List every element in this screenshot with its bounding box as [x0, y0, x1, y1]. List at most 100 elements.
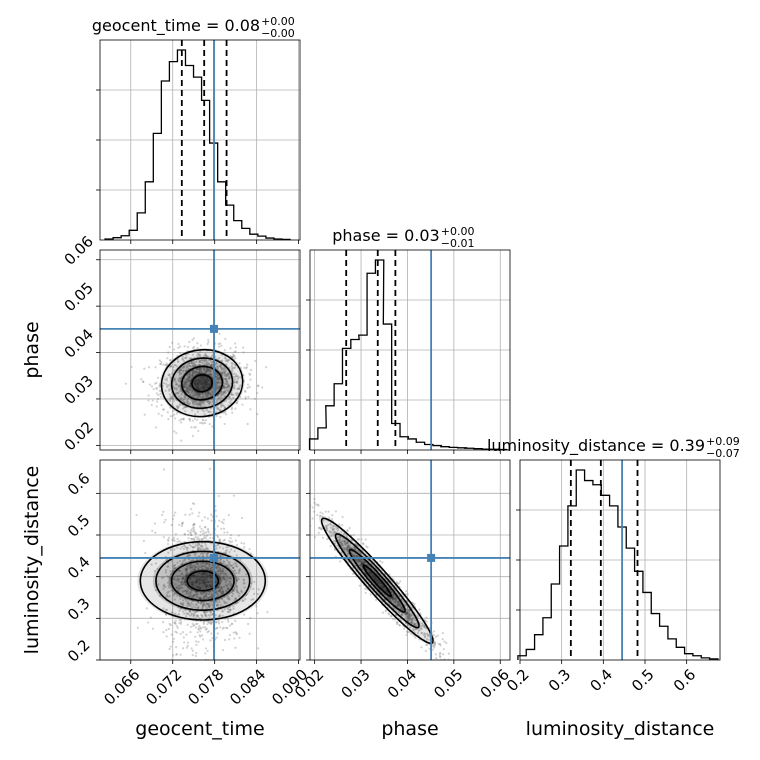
- sample-point: [185, 565, 188, 568]
- sample-point: [182, 559, 185, 562]
- sample-point: [194, 399, 197, 403]
- sample-point: [382, 586, 385, 589]
- panel-content: [124, 327, 268, 450]
- sample-point: [410, 620, 413, 623]
- sample-point: [175, 391, 178, 395]
- sample-point: [173, 567, 176, 570]
- sample-point: [200, 372, 203, 375]
- sample-point: [194, 654, 197, 658]
- sample-point: [224, 390, 227, 393]
- sample-point: [394, 613, 398, 617]
- sample-point: [188, 393, 192, 397]
- sample-point: [199, 375, 202, 378]
- sample-point: [217, 406, 220, 410]
- sample-point: [202, 375, 205, 378]
- sample-point: [192, 400, 195, 404]
- sample-point: [236, 387, 239, 390]
- sample-point: [196, 615, 199, 618]
- sample-point: [218, 519, 221, 522]
- sample-point: [203, 369, 206, 372]
- sample-point: [362, 561, 365, 564]
- sample-point: [197, 381, 200, 384]
- sample-point: [346, 553, 349, 556]
- sample-point: [397, 600, 400, 603]
- sample-point: [167, 575, 170, 579]
- sample-point: [196, 579, 199, 582]
- sample-point: [190, 545, 193, 548]
- sample-point: [190, 589, 193, 592]
- sample-point: [187, 403, 190, 406]
- sample-point: [234, 576, 237, 579]
- sample-point: [181, 578, 184, 581]
- sample-point: [407, 613, 410, 616]
- sample-point: [396, 597, 399, 601]
- sample-point: [216, 374, 219, 377]
- sample-point: [340, 530, 343, 533]
- sample-point: [183, 597, 187, 600]
- sample-point: [181, 398, 184, 401]
- sample-point: [313, 497, 316, 501]
- sample-point: [178, 587, 181, 590]
- sample-point: [187, 600, 190, 603]
- sample-point: [346, 541, 349, 545]
- sample-point: [178, 587, 181, 590]
- sample-point: [195, 643, 198, 646]
- sample-point: [207, 393, 210, 396]
- sample-point: [173, 364, 176, 367]
- sample-point: [405, 611, 408, 614]
- sample-point: [202, 359, 206, 363]
- sample-point: [177, 589, 180, 592]
- sample-point: [224, 382, 227, 386]
- sample-point: [341, 540, 345, 543]
- sample-point: [368, 571, 371, 575]
- sample-point: [203, 571, 206, 575]
- sample-point: [338, 539, 342, 542]
- sample-point: [188, 419, 192, 422]
- title-plus-geocent_time: +0.00: [261, 15, 295, 28]
- sample-point: [194, 377, 198, 381]
- sample-point: [164, 571, 168, 574]
- sample-point: [186, 387, 190, 390]
- sample-point: [324, 525, 328, 528]
- sample-point: [441, 632, 444, 635]
- sample-point: [187, 383, 191, 387]
- sample-point: [221, 576, 224, 579]
- sample-point: [195, 622, 198, 626]
- sample-point: [406, 616, 410, 619]
- sample-point: [178, 379, 181, 383]
- sample-point: [232, 566, 235, 570]
- sample-point: [180, 372, 183, 375]
- sample-point: [346, 549, 349, 552]
- sample-point: [197, 640, 200, 644]
- sample-point: [171, 397, 175, 400]
- sample-point: [173, 592, 176, 595]
- sample-point: [193, 537, 196, 540]
- sample-point: [230, 367, 234, 371]
- sample-point: [196, 404, 199, 407]
- sample-point: [232, 563, 235, 566]
- sample-point: [228, 377, 231, 380]
- sample-point: [223, 608, 226, 611]
- sample-point: [210, 622, 213, 625]
- panel-title-luminosity_distance: luminosity_distance = 0.39: [487, 436, 705, 456]
- sample-point: [207, 379, 210, 383]
- sample-point: [183, 533, 186, 536]
- sample-point: [192, 365, 195, 368]
- sample-point: [343, 541, 346, 544]
- sample-point: [242, 351, 245, 354]
- sample-point: [347, 543, 350, 546]
- sample-point: [229, 533, 233, 537]
- sample-point: [187, 377, 190, 380]
- sample-point: [192, 370, 195, 373]
- sample-point: [219, 392, 222, 395]
- sample-point: [207, 604, 210, 608]
- sample-point: [227, 620, 230, 623]
- sample-point: [227, 388, 231, 391]
- sample-point: [345, 542, 348, 545]
- sample-point: [201, 376, 205, 379]
- sample-point: [187, 529, 190, 532]
- sample-point: [166, 411, 169, 414]
- sample-point: [407, 616, 410, 619]
- sample-point: [226, 382, 229, 386]
- sample-point: [234, 631, 237, 634]
